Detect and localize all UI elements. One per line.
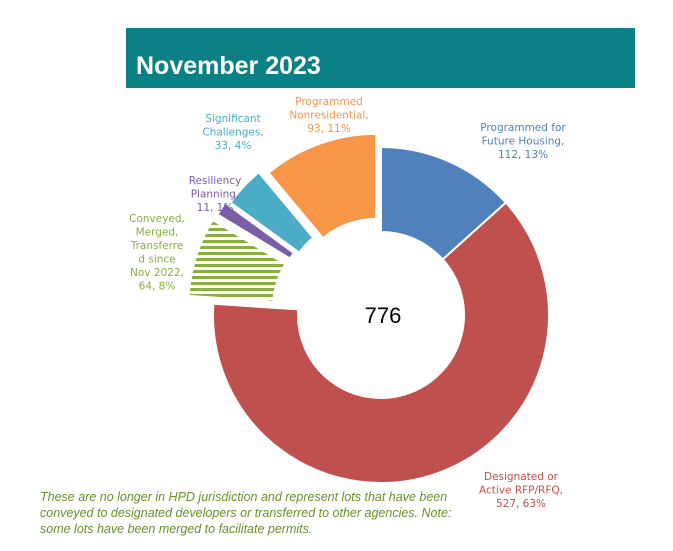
slice-label-programmed-for: Programmed for Future Housing, 112, 13%: [480, 122, 566, 161]
slice-label-designated-or: Designated or Active RFP/RFQ, 527, 63%: [479, 471, 563, 510]
slice-designated-or: [213, 203, 549, 483]
footnote: These are no longer in HPD jurisdiction …: [40, 489, 480, 537]
donut-chart: Programmed for Future Housing, 112, 13% Des…: [0, 0, 673, 551]
slice-label-programmed: Programmed Nonresidential, 93, 11%: [289, 96, 368, 135]
slice-label-significant: Significant Challenges, 33, 4%: [202, 113, 263, 152]
slice-label-conveyed: Conveyed, Merged, Transferre d since Nov 202…: [129, 213, 185, 293]
center-total: 776: [365, 303, 402, 328]
